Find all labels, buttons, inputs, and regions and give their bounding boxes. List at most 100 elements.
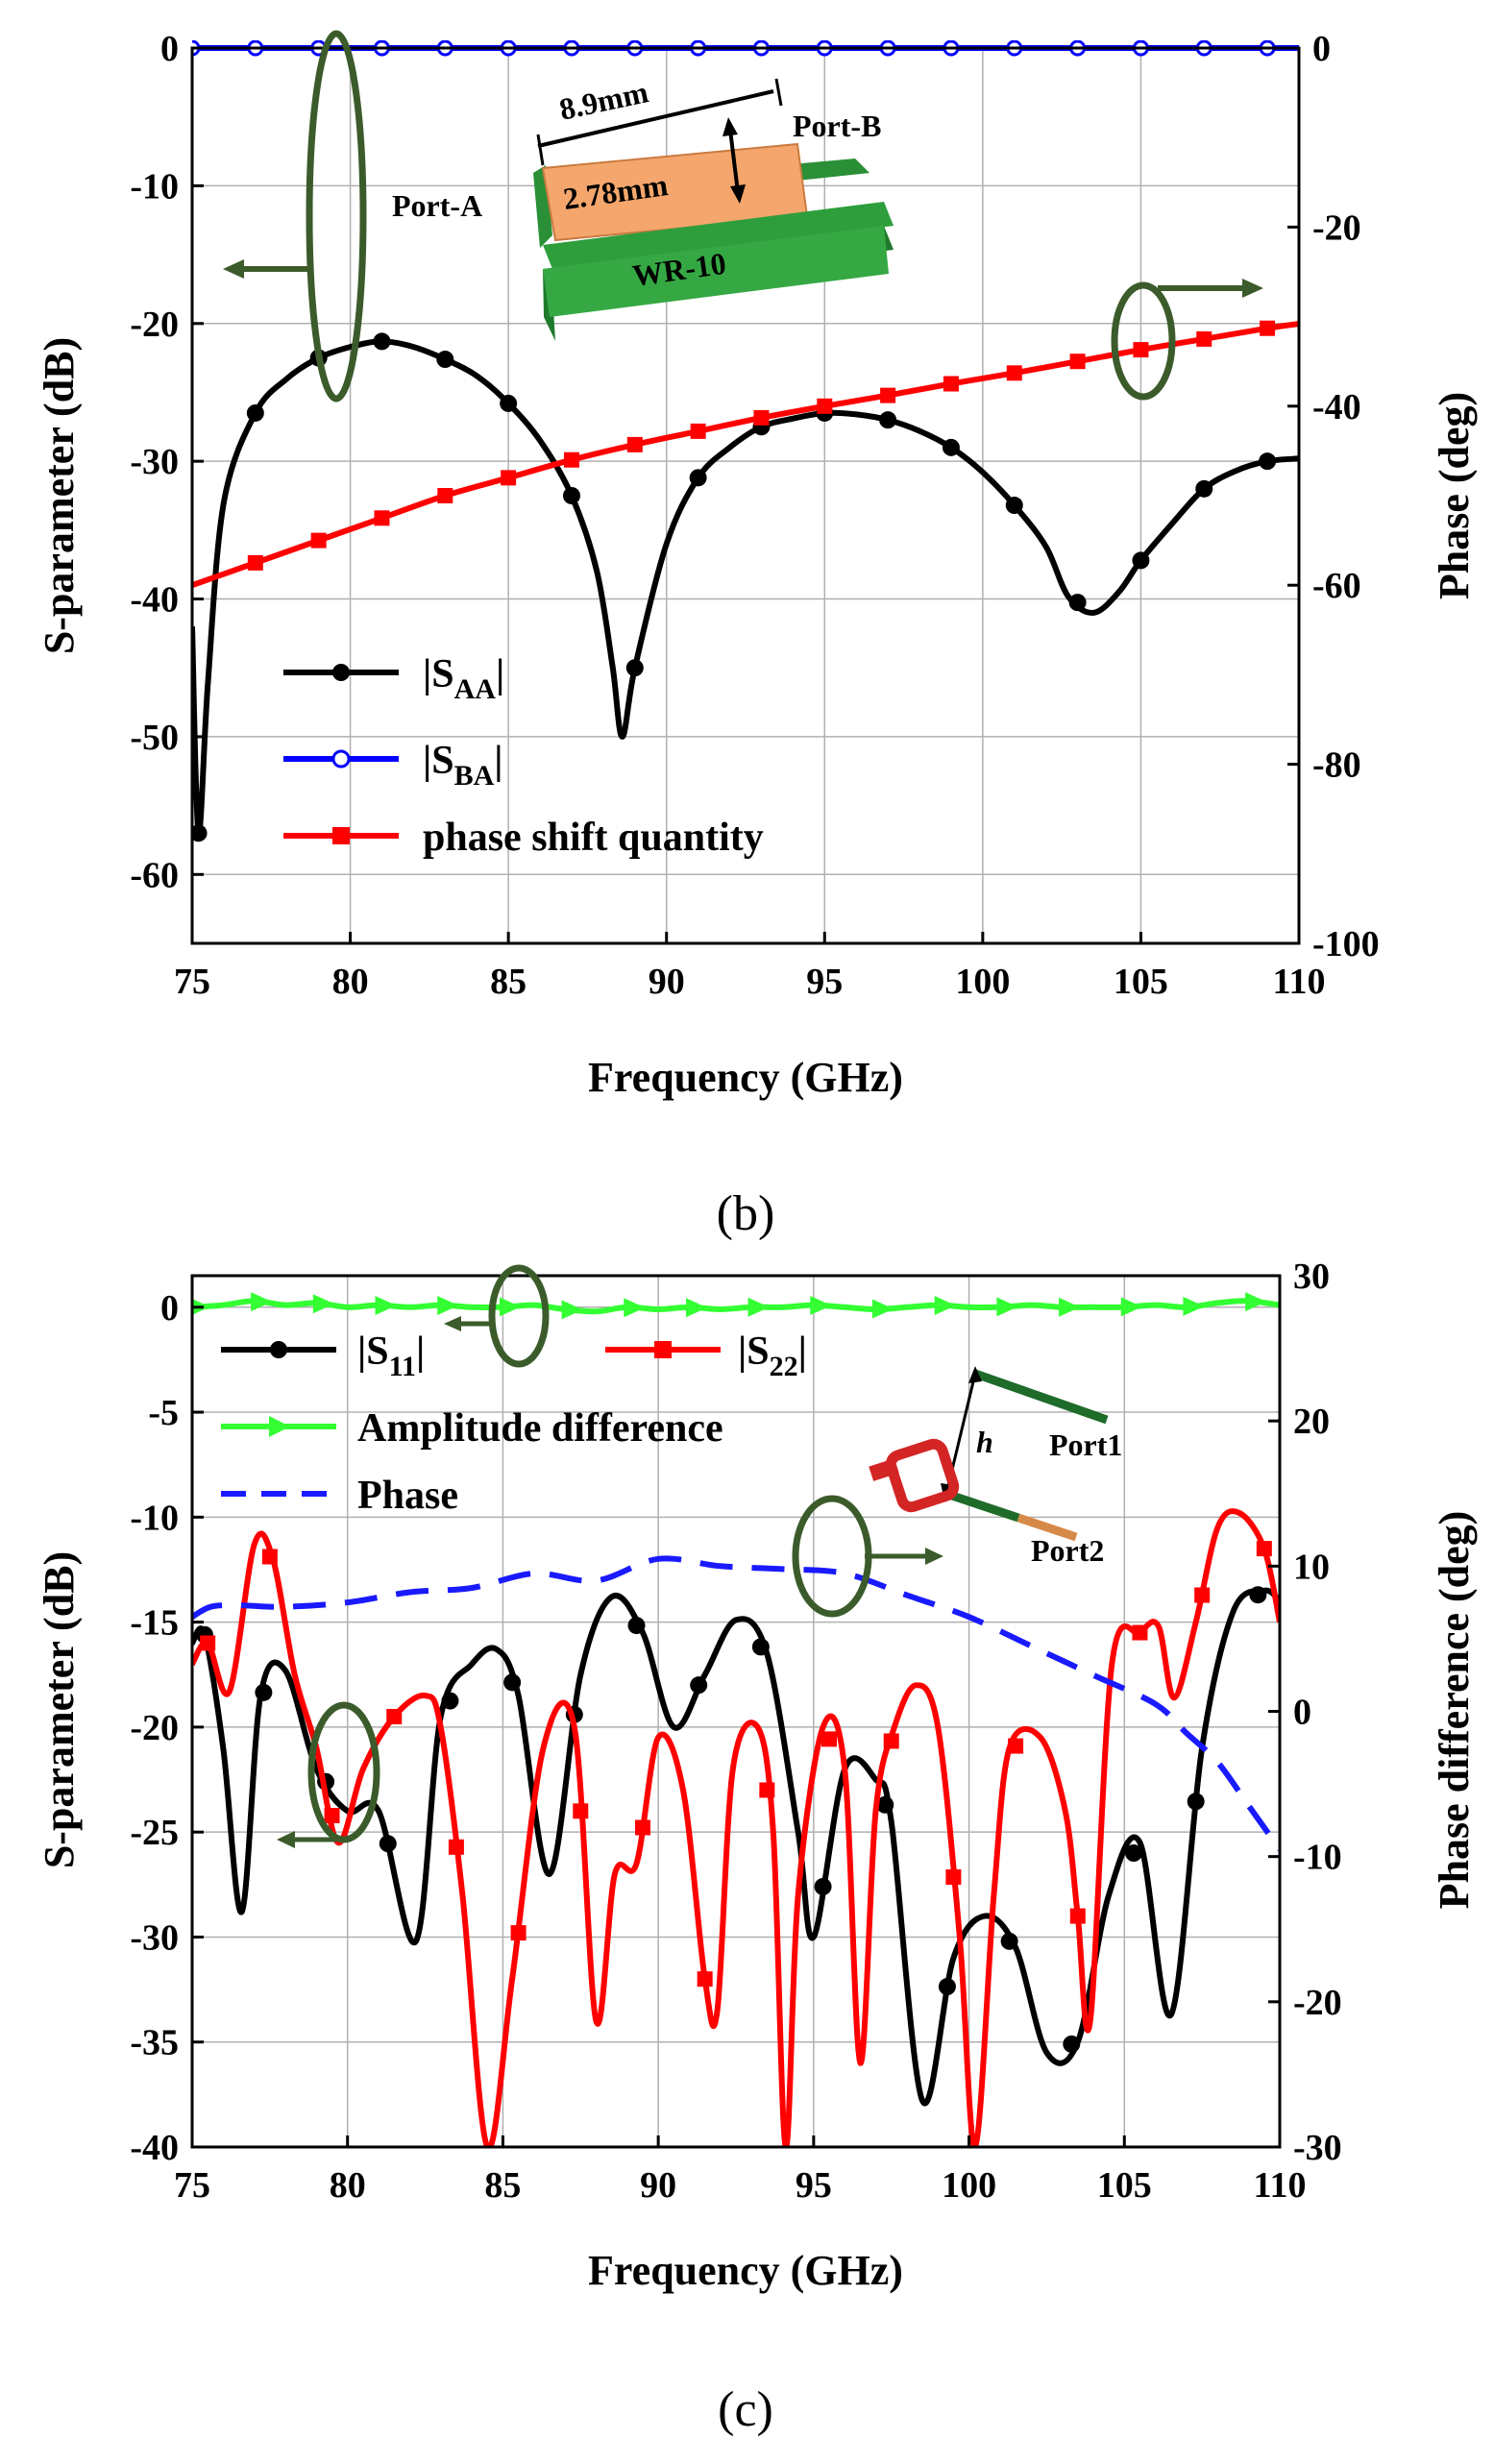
- panel-c-series-2-marker: [499, 1297, 521, 1317]
- panel-b-y-tick-label: -20: [130, 305, 179, 345]
- panel-b-left-axis-indicator: [223, 30, 367, 403]
- svg-text:|SAA|: |SAA|: [423, 652, 504, 705]
- panel-b-y-tick-label: -40: [130, 580, 179, 621]
- panel-b-y-tick-label: -60: [130, 855, 179, 895]
- panel-b-series-2-marker: [374, 510, 390, 526]
- panel-b-y2-tick-label: 0: [1312, 29, 1331, 69]
- panel-c-series-2-marker: [437, 1296, 459, 1316]
- panel-b-series-0-marker: [192, 824, 208, 842]
- panel-b-series-2-marker: [1260, 320, 1276, 336]
- panel-b-y2-tick-label: -80: [1312, 745, 1361, 786]
- panel-c-y2-tick-label: 30: [1293, 1256, 1330, 1297]
- panel-c-caption: (c): [718, 2382, 773, 2437]
- panel-c-y-tick-label: 0: [160, 1288, 179, 1329]
- panel-c-series-2-marker: [685, 1298, 707, 1318]
- panel-c-y-tick-label: -25: [130, 1813, 179, 1853]
- panel-b-series-2-marker: [310, 532, 327, 549]
- panel-c-series-1-line: [192, 1508, 1280, 2147]
- panel-b-series-2-marker: [817, 398, 833, 414]
- length-dimension-line: [537, 89, 774, 148]
- legend-s11-suffix: |: [416, 1330, 425, 1374]
- panel-c-x-tick-label: 75: [174, 2165, 210, 2206]
- panel-c-x-axis-title: Frequency (GHz): [588, 2247, 903, 2294]
- panel-c-series-2-marker: [375, 1296, 397, 1316]
- legend-s11-label: |S: [357, 1330, 389, 1374]
- length-label: 8.9mm: [556, 74, 651, 127]
- legend-s11-sub: 11: [389, 1351, 416, 1382]
- panel-b-y2-tick-label: -100: [1312, 924, 1380, 964]
- width-dimension-arrow: [728, 129, 740, 193]
- panel-c-amplitude-indicator: [444, 1264, 550, 1368]
- panel-b-y2-tick-label: -20: [1312, 207, 1361, 248]
- legend-item-s11: |S11|: [221, 1330, 425, 1382]
- legend-item-amplitude-difference: Amplitude difference: [221, 1406, 723, 1451]
- panel-c-y2-tick-label: -10: [1293, 1838, 1342, 1878]
- panel-c-left-axis-indicator: [277, 1701, 380, 1848]
- legend-item-s22: |S22|: [605, 1330, 807, 1382]
- panel-c-series-1-marker: [1132, 1624, 1148, 1641]
- panel-c-right-axis-indicator: [792, 1495, 943, 1618]
- legend-sba-suffix: |: [494, 739, 502, 783]
- panel-c-series-3: [192, 1555, 1280, 1851]
- panel-b-legend: |SAA| |SBA| phase shift quantity: [283, 652, 764, 860]
- svg-text:|S22|: |S22|: [738, 1330, 807, 1382]
- panel-b-series-0-marker: [373, 332, 391, 351]
- panel-c-series-2-marker: [561, 1300, 583, 1320]
- panel-b-x-axis-title: Frequency (GHz): [588, 1054, 903, 1101]
- panel-b-y-tick-label: -10: [130, 166, 179, 207]
- panel-c-series-1-marker: [200, 1635, 216, 1651]
- panel-b-caption: (b): [717, 1186, 775, 1241]
- panel-c-x-tick-label: 110: [1254, 2165, 1307, 2206]
- panel-c-series-2-marker: [747, 1297, 770, 1317]
- panel-c-ticks: 75 80 85 90 95 100 105 1100-5-10-15-20-25-30-35…: [130, 1256, 1341, 2206]
- panel-b-series-0-marker: [879, 411, 897, 429]
- panel-b-series-0-marker: [562, 487, 580, 504]
- panel-b-series-0-marker: [625, 659, 644, 677]
- panel-c-series-0-marker: [1187, 1793, 1205, 1811]
- panel-c-series-0-marker: [690, 1676, 708, 1695]
- panel-c-series-2-marker: [1120, 1297, 1142, 1317]
- panel-c-y2-tick-label: 20: [1293, 1402, 1330, 1442]
- panel-c-series-0-marker: [627, 1617, 646, 1635]
- panel-b-x-tick-label: 80: [332, 962, 369, 1002]
- panel-c-x-tick-label: 95: [796, 2165, 832, 2206]
- panel-c-series-1-marker: [697, 1971, 713, 1988]
- legend-s22-sub: 22: [770, 1351, 798, 1382]
- panel-c-y-tick-label: -30: [130, 1917, 179, 1958]
- panel-b-series-0-marker: [436, 351, 454, 369]
- panel-b-series-2-marker: [1006, 365, 1022, 381]
- panel-b-series-0-marker: [1005, 497, 1023, 515]
- panel-b-series-2-marker: [247, 554, 263, 571]
- legend-saa-label: |S: [423, 652, 454, 696]
- panel-b-series-2-marker: [501, 470, 517, 486]
- legend-phase-shift-label: phase shift quantity: [423, 816, 764, 860]
- panel-b-y-tick-label: -50: [130, 718, 179, 758]
- panel-c-x-tick-label: 105: [1097, 2165, 1152, 2206]
- panel-b-inset-diagram: 8.9mm 2.78mm Port-A Port-B WR-10: [392, 74, 894, 341]
- panel-c-series-1-marker: [510, 1925, 527, 1941]
- panel-c-series-2-marker: [312, 1294, 334, 1314]
- panel-b-series-0-marker: [689, 469, 707, 487]
- panel-b-y-tick-label: -30: [130, 442, 179, 482]
- panel-c-series-0-marker: [876, 1795, 894, 1814]
- panel-c-y-tick-label: -20: [130, 1708, 179, 1748]
- svg-text:|S11|: |S11|: [357, 1330, 425, 1382]
- panel-b-series-0-marker: [1195, 479, 1213, 498]
- panel-b-x-tick-label: 100: [955, 962, 1010, 1002]
- panel-c-x-tick-label: 90: [640, 2165, 676, 2206]
- panel-c-series-0-marker: [1124, 1844, 1142, 1863]
- legend-item-phase: Phase: [221, 1474, 458, 1518]
- panel-c-series-0: [192, 1586, 1280, 2107]
- panel-c-series-2-marker: [624, 1298, 646, 1318]
- legend-saa-suffix: |: [496, 652, 504, 696]
- panel-c-series-2-marker: [1245, 1292, 1267, 1312]
- panel-c-series-2-marker: [1183, 1296, 1205, 1316]
- panel-c-series-1-marker: [1008, 1738, 1024, 1754]
- panel-b-x-tick-label: 95: [806, 962, 843, 1002]
- panel-b-x-tick-label: 75: [174, 962, 210, 1002]
- legend-saa-sub: AA: [454, 673, 497, 705]
- panel-c-series-2: [192, 1292, 1280, 1320]
- panel-c-chart: 75 80 85 90 95 100 105 1100-5-10-15-20-25-30-35…: [36, 1256, 1478, 2437]
- panel-b-y2-axis-title: Phase (deg): [1431, 392, 1478, 599]
